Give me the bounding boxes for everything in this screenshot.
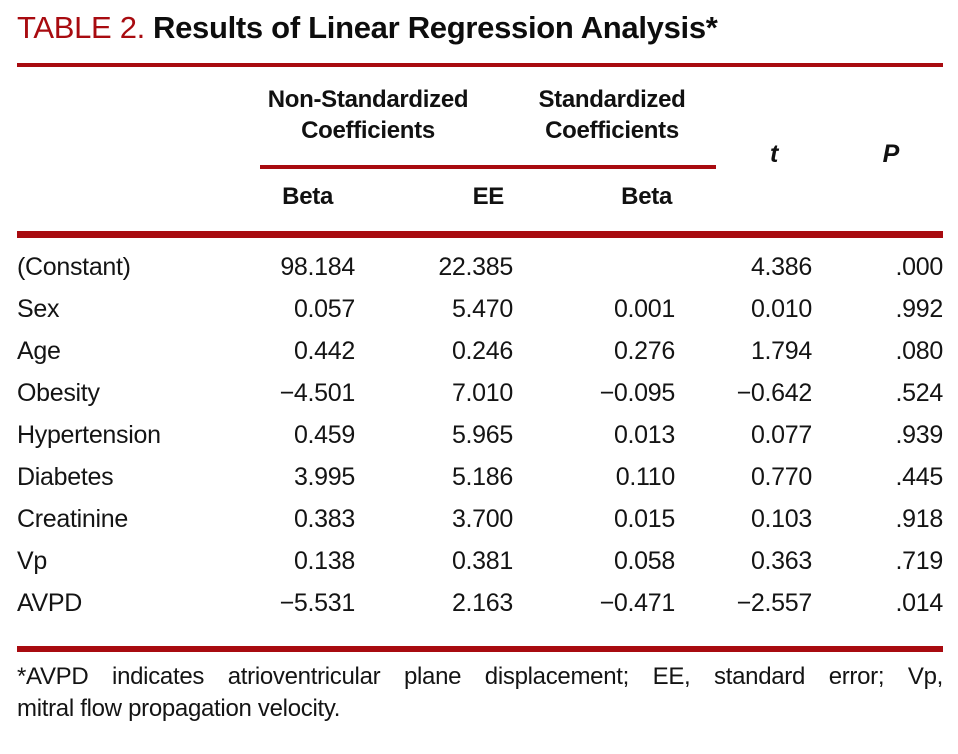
value-beta-nonstd: 0.138 xyxy=(293,546,355,575)
subheader-ee: EE xyxy=(472,183,505,210)
regression-table: (Constant) 98.184 22.385 4.386 .000 Sex … xyxy=(17,246,943,624)
subheader-beta-nonstd: Beta xyxy=(282,183,333,210)
value-p: .000 xyxy=(895,252,944,281)
table-footnote: *AVPD indicates atrioventricular plane d… xyxy=(17,661,943,725)
value-beta-nonstd: 0.442 xyxy=(293,336,355,365)
value-ee: 7.010 xyxy=(451,378,513,407)
table-row: Sex 0.057 5.470 0.001 0.010 .992 xyxy=(17,288,943,330)
row-label: Age xyxy=(17,336,61,365)
value-beta-nonstd: −5.531 xyxy=(279,588,356,617)
value-t: 0.770 xyxy=(750,462,812,491)
footnote-line-2: mitral flow propagation velocity. xyxy=(17,695,341,722)
top-rule xyxy=(17,63,943,67)
value-ee: 5.965 xyxy=(451,420,513,449)
table-row: AVPD −5.531 2.163 −0.471 −2.557 .014 xyxy=(17,582,943,624)
value-ee: 0.246 xyxy=(451,336,513,365)
group-header-nonstandardized: Non-Standardized Coefficients xyxy=(267,86,469,144)
table-title: TABLE 2. Results of Linear Regression Ana… xyxy=(17,6,718,50)
value-ee: 22.385 xyxy=(438,252,513,281)
value-beta-std: −0.471 xyxy=(599,588,676,617)
value-t: 0.077 xyxy=(750,420,812,449)
row-label: Creatinine xyxy=(17,504,128,533)
column-header-t: t xyxy=(769,140,778,168)
footnote-line-1: *AVPD indicates atrioventricular plane d… xyxy=(17,663,943,690)
value-t: −0.642 xyxy=(736,378,813,407)
value-p: .524 xyxy=(895,378,944,407)
row-label: Sex xyxy=(17,294,60,323)
value-beta-std: 0.001 xyxy=(613,294,675,323)
value-p: .014 xyxy=(895,588,944,617)
value-t: 0.010 xyxy=(750,294,812,323)
value-beta-std: 0.015 xyxy=(613,504,675,533)
table-row: Creatinine 0.383 3.700 0.015 0.103 .918 xyxy=(17,498,943,540)
table-row: Age 0.442 0.246 0.276 1.794 .080 xyxy=(17,330,943,372)
value-beta-std: 0.276 xyxy=(613,336,675,365)
table-row: Obesity −4.501 7.010 −0.095 −0.642 .524 xyxy=(17,372,943,414)
table-row: Diabetes 3.995 5.186 0.110 0.770 .445 xyxy=(17,456,943,498)
group-header-underline xyxy=(260,165,716,169)
value-ee: 2.163 xyxy=(451,588,513,617)
table-row: (Constant) 98.184 22.385 4.386 .000 xyxy=(17,246,943,288)
table-row: Hypertension 0.459 5.965 0.013 0.077 .93… xyxy=(17,414,943,456)
value-beta-nonstd: 0.383 xyxy=(293,504,355,533)
value-ee: 5.186 xyxy=(451,462,513,491)
value-p: .992 xyxy=(895,294,944,323)
value-beta-nonstd: 0.459 xyxy=(293,420,355,449)
value-beta-nonstd: 0.057 xyxy=(293,294,355,323)
value-ee: 5.470 xyxy=(451,294,513,323)
row-label: Hypertension xyxy=(17,420,161,449)
value-t: 0.363 xyxy=(750,546,812,575)
value-t: −2.557 xyxy=(736,588,813,617)
value-beta-std: 0.110 xyxy=(615,462,676,491)
column-header-p: P xyxy=(882,140,900,168)
value-beta-std: −0.095 xyxy=(599,378,676,407)
subheader-beta-std: Beta xyxy=(621,183,672,210)
row-label: Diabetes xyxy=(17,462,114,491)
header-body-divider-rule xyxy=(17,231,943,238)
row-label: Obesity xyxy=(17,378,100,407)
bottom-rule xyxy=(17,646,943,652)
value-p: .719 xyxy=(895,546,944,575)
row-label: Vp xyxy=(17,546,47,575)
value-p: .918 xyxy=(895,504,944,533)
value-t: 4.386 xyxy=(750,252,812,281)
table-row: Vp 0.138 0.381 0.058 0.363 .719 xyxy=(17,540,943,582)
value-beta-std: 0.058 xyxy=(613,546,675,575)
value-t: 0.103 xyxy=(750,504,812,533)
value-p: .080 xyxy=(895,336,944,365)
value-beta-std: 0.013 xyxy=(613,420,675,449)
table-number-label: TABLE 2. xyxy=(17,10,145,45)
row-label: (Constant) xyxy=(17,252,131,281)
value-p: .939 xyxy=(895,420,944,449)
row-label: AVPD xyxy=(17,588,83,617)
value-beta-nonstd: −4.501 xyxy=(279,378,356,407)
value-beta-nonstd: 98.184 xyxy=(280,252,355,281)
value-beta-std xyxy=(513,246,675,288)
table-title-text: Results of Linear Regression Analysis* xyxy=(152,10,718,45)
value-t: 1.794 xyxy=(750,336,812,365)
value-ee: 0.381 xyxy=(451,546,513,575)
value-ee: 3.700 xyxy=(451,504,513,533)
value-beta-nonstd: 3.995 xyxy=(293,462,355,491)
value-p: .445 xyxy=(895,462,944,491)
group-header-standardized: Standardized Coefficients xyxy=(538,86,686,144)
